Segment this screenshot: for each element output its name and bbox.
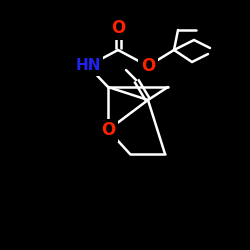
Text: HN: HN	[75, 58, 101, 74]
Text: O: O	[141, 57, 155, 75]
Text: O: O	[101, 121, 115, 139]
Text: O: O	[111, 19, 125, 37]
